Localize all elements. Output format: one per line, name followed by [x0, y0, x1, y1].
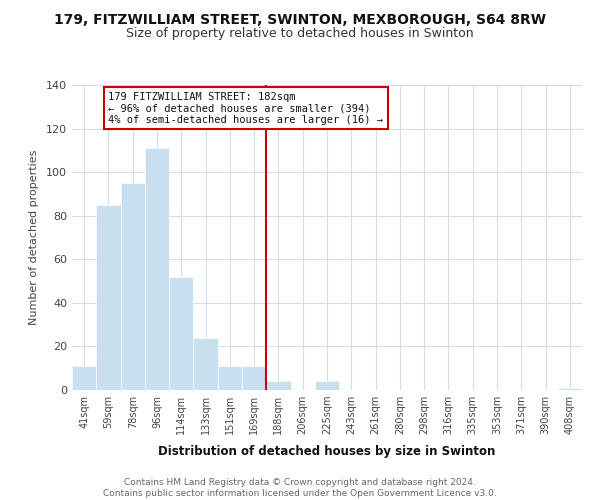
Bar	[72, 366, 96, 390]
Text: Contains HM Land Registry data © Crown copyright and database right 2024.
Contai: Contains HM Land Registry data © Crown c…	[103, 478, 497, 498]
Bar	[242, 366, 266, 390]
Bar	[266, 382, 290, 390]
Bar	[121, 183, 145, 390]
Bar	[315, 382, 339, 390]
Y-axis label: Number of detached properties: Number of detached properties	[29, 150, 39, 325]
Text: 179, FITZWILLIAM STREET, SWINTON, MEXBOROUGH, S64 8RW: 179, FITZWILLIAM STREET, SWINTON, MEXBOR…	[54, 12, 546, 26]
Bar	[145, 148, 169, 390]
Bar	[218, 366, 242, 390]
Bar	[193, 338, 218, 390]
Bar	[96, 205, 121, 390]
Bar	[169, 276, 193, 390]
X-axis label: Distribution of detached houses by size in Swinton: Distribution of detached houses by size …	[158, 446, 496, 458]
Text: Size of property relative to detached houses in Swinton: Size of property relative to detached ho…	[126, 28, 474, 40]
Text: 179 FITZWILLIAM STREET: 182sqm
← 96% of detached houses are smaller (394)
4% of : 179 FITZWILLIAM STREET: 182sqm ← 96% of …	[109, 92, 383, 124]
Bar	[558, 388, 582, 390]
